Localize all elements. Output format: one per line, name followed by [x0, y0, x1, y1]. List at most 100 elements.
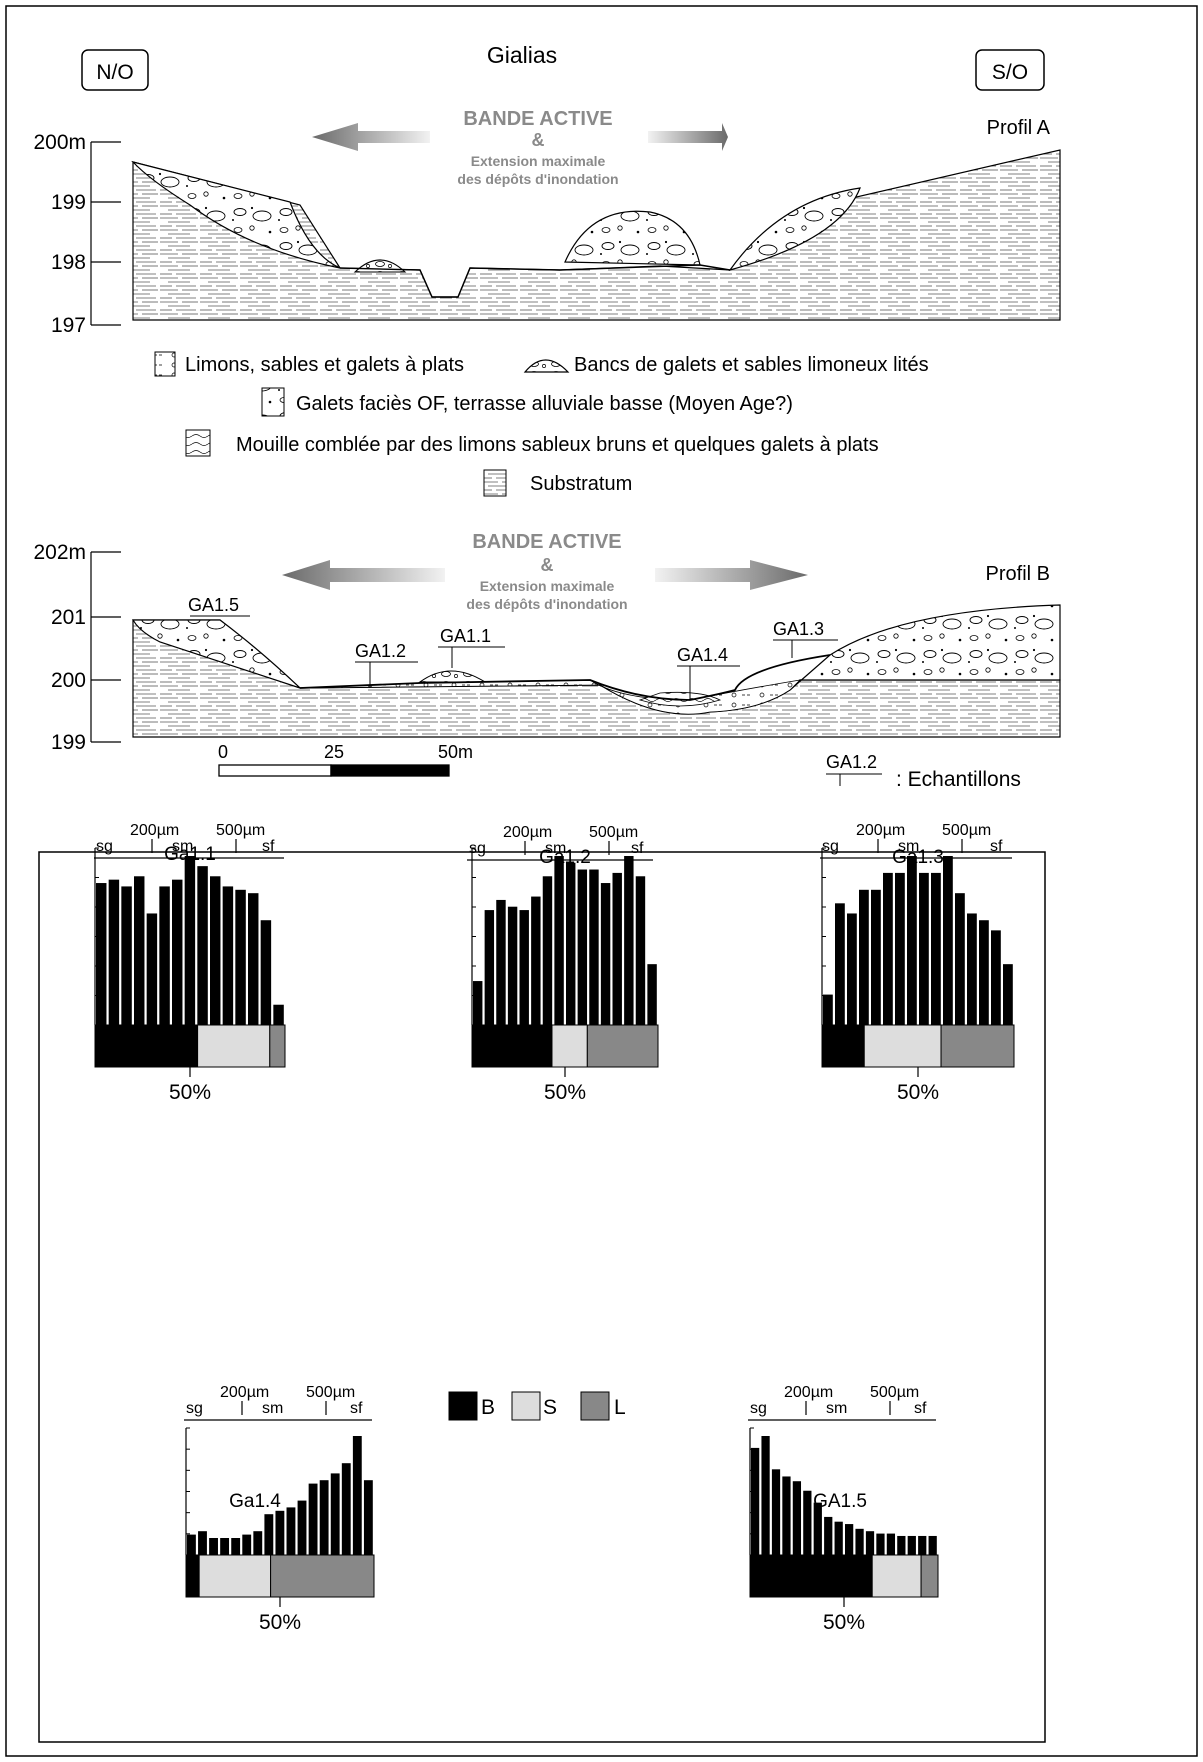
profile-a-central-bar [564, 210, 701, 266]
composition-segment-b [749, 1554, 873, 1598]
chart-title: Ga1.2 [539, 847, 591, 868]
profile-b-left-terrace [131, 619, 301, 689]
banner-b-amp: & [541, 555, 554, 575]
composition-segment-l [269, 1024, 286, 1068]
composition-segment-l [586, 1024, 659, 1068]
histogram-bar [876, 1533, 885, 1555]
histogram-bar [235, 889, 246, 1025]
legend-text: Limons, sables et galets à plats [185, 354, 464, 376]
legend-swatch-bancs [523, 359, 570, 373]
grain-size-label: 500µm [589, 824, 638, 841]
histogram-bar [146, 913, 158, 1025]
composition-segment-s [863, 1024, 942, 1068]
grain-size-label: 200µm [503, 824, 552, 841]
fifty-percent-label: 50% [897, 1081, 939, 1104]
legend: Limons, sables et galets à plats Bancs d… [154, 351, 929, 497]
histogram-bar [473, 981, 483, 1025]
histogram-bar [253, 1531, 263, 1555]
histogram-bar [624, 856, 634, 1025]
profile-a-tick-label: 199 [51, 191, 86, 214]
histogram-bar [210, 876, 221, 1025]
sample-key-text: : Echantillons [896, 768, 1021, 791]
grain-size-label: 200µm [784, 1384, 833, 1401]
grain-class-label: sg [469, 840, 486, 857]
grain-class-label: sg [186, 1400, 203, 1417]
sample-label: GA1.2 [355, 641, 406, 661]
histogram-bar [197, 866, 208, 1025]
composition-segment-s [551, 1024, 588, 1068]
legend-text: Bancs de galets et sables limoneux lités [574, 354, 929, 376]
histogram-bar [751, 1447, 760, 1555]
composition-segment-s [197, 1024, 271, 1068]
histogram-bar [198, 1531, 207, 1555]
grain-class-label: sg [96, 838, 113, 855]
sample-key: GA1.2 : Echantillons [826, 752, 1021, 791]
histogram-bar [542, 876, 553, 1025]
histogram-bar [507, 906, 518, 1025]
histogram-bar [531, 896, 541, 1025]
grain-class-label: sm [545, 840, 566, 857]
histogram-bar [612, 872, 622, 1025]
grain-size-label: 500µm [942, 822, 991, 839]
histogram-bar [824, 1516, 833, 1555]
composition-segment-l [940, 1024, 1015, 1068]
sample-label: GA1.1 [440, 626, 491, 646]
profile-a-left-terrace [131, 160, 341, 269]
legend-code-b: B [481, 1396, 495, 1419]
grain-class-label: sf [914, 1400, 927, 1417]
profile-a-tick-label: 198 [51, 251, 86, 274]
histogram-bar [248, 893, 259, 1025]
profile-b-tick-label: 200 [51, 669, 86, 692]
composition-segment-b [471, 1024, 553, 1068]
grain-size-label: 200µm [220, 1384, 269, 1401]
profile-a: 200m 199 198 197 [33, 131, 1061, 337]
scale-bar: 0 25 50m [218, 742, 473, 777]
histogram-bar [264, 1514, 274, 1555]
histogram-bar [845, 1524, 854, 1555]
histogram-bar [275, 1510, 285, 1555]
profile-b-label: Profil B [986, 563, 1050, 585]
histogram-bar [647, 964, 657, 1025]
histogram-bar [635, 876, 646, 1025]
grain-chart: 200µm 500µm sg sm sf GA1.5 50% [748, 1384, 939, 1634]
bar-legend: B S L [448, 1391, 626, 1421]
legend-swatch-l [580, 1391, 610, 1421]
sample-label: GA1.5 [188, 595, 239, 615]
histogram-bar [172, 879, 183, 1025]
composition-segment-l [270, 1554, 375, 1598]
histogram-bar [496, 899, 506, 1025]
chart-title: GA1.5 [813, 1491, 867, 1512]
histogram-bar [895, 872, 905, 1025]
banner-a-title: BANDE ACTIVE [463, 108, 612, 130]
histogram-bar [187, 1534, 196, 1555]
histogram-bar [554, 856, 564, 1025]
grain-class-label: sm [826, 1400, 847, 1417]
grain-class-label: sf [350, 1400, 363, 1417]
profile-b-tick-label: 199 [51, 731, 86, 754]
grain-size-panel [38, 851, 1046, 1743]
legend-swatch-mouille [185, 429, 211, 457]
scale-tick: 0 [218, 742, 228, 762]
profile-b-right-terrace [789, 604, 1061, 691]
fifty-percent-label: 50% [169, 1081, 211, 1104]
histogram-bar [771, 1469, 781, 1555]
histogram-bar [286, 1507, 296, 1555]
banner-b-title: BANDE ACTIVE [472, 531, 621, 553]
histogram-bar [297, 1500, 307, 1555]
banner-a-line3: Extension maximale [471, 153, 606, 169]
histogram-bar [955, 893, 965, 1025]
legend-code-l: L [614, 1396, 626, 1419]
outer-frame [5, 5, 1198, 1757]
grain-class-label: sf [631, 840, 644, 857]
banner-b-line3: Extension maximale [480, 578, 615, 594]
profile-a-tick-label: 197 [51, 314, 86, 337]
scale-tick: 25 [324, 742, 344, 762]
legend-swatch-substratum [483, 469, 507, 497]
histogram-bar [931, 872, 941, 1025]
composition-segment-l [920, 1554, 939, 1598]
histogram-bar [341, 1463, 351, 1555]
profile-b: 202m 201 200 199 GA1.5 GA1.2 GA1.1 GA1.4… [33, 541, 1061, 754]
histogram-bar [847, 913, 857, 1025]
grain-class-label: sg [822, 838, 839, 855]
